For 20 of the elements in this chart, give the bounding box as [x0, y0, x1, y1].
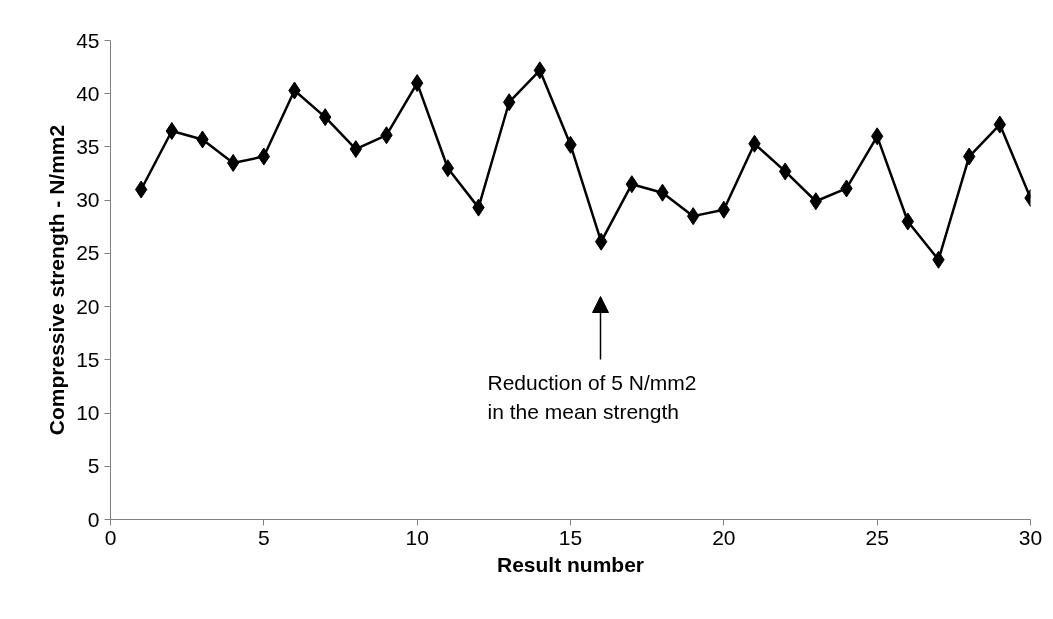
y-tick-label: 5: [87, 454, 100, 478]
x-tick-label: 20: [712, 525, 736, 549]
x-tick-label: 0: [104, 525, 117, 549]
y-tick-label: 40: [76, 81, 100, 105]
y-tick-label: 20: [76, 294, 100, 318]
y-tick-label: 35: [76, 134, 100, 158]
x-tick-label: 5: [257, 525, 270, 549]
y-tick-label: 30: [76, 188, 100, 212]
x-tick-label: 30: [1018, 525, 1043, 549]
x-tick-label: 15: [558, 525, 583, 549]
y-tick-label: 25: [76, 241, 100, 265]
annotation: Reduction of 5 N/mm2 in the mean strength: [487, 370, 697, 424]
x-tick-label: 25: [865, 525, 889, 549]
y-tick-label: 0: [87, 507, 100, 531]
y-tick-label: 10: [76, 401, 100, 425]
y-tick-label: 45: [76, 28, 100, 52]
x-axis-title: Result number: [496, 552, 645, 576]
x-tick-label: 10: [405, 525, 429, 549]
y-axis-title: Compressive strength - N/mm2: [45, 124, 69, 436]
y-tick-label: 15: [76, 347, 100, 371]
